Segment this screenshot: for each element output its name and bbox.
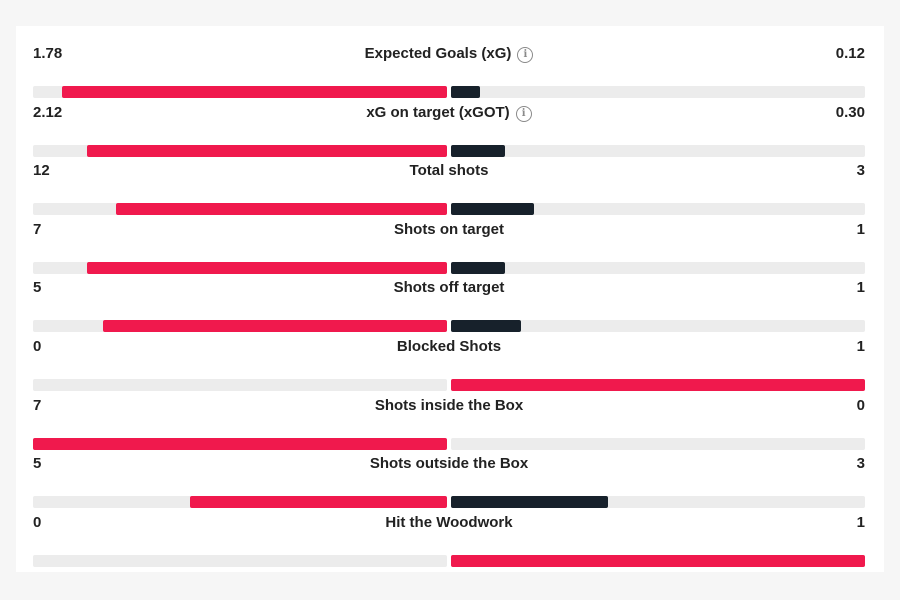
home-bar-track <box>33 379 447 391</box>
stat-label: Expected Goals (xG) i <box>33 44 865 64</box>
stat-label-text: Shots on target <box>393 220 504 238</box>
stat-label-text: Expected Goals (xG) <box>364 45 512 62</box>
home-value: 7 <box>33 396 42 414</box>
away-value: 1 <box>856 279 865 297</box>
stat-label-text: xG on target (xGOT) <box>366 103 510 121</box>
home-bar-track <box>33 203 447 216</box>
home-bar-track <box>33 86 447 98</box>
home-bar <box>87 144 447 157</box>
away-value: 0 <box>856 396 865 414</box>
stat-label-text: Shots inside the Box <box>374 396 524 414</box>
home-value: 12 <box>33 162 50 180</box>
home-bar-track <box>33 554 447 567</box>
stat-label: Shots off target <box>33 278 865 298</box>
home-value: 1.78 <box>33 45 63 62</box>
home-bar-track <box>33 320 447 333</box>
home-value: 7 <box>33 220 42 238</box>
home-bar-track <box>33 261 447 274</box>
away-value: 1 <box>856 338 865 355</box>
away-bar <box>451 379 865 391</box>
home-bar <box>116 203 447 216</box>
away-bar-track <box>451 379 865 391</box>
home-bar <box>33 437 447 450</box>
stat-label-text: Blocked Shots <box>396 338 502 355</box>
stat-row-hit-the-woodwork: 0 Hit the Woodwork 1 <box>33 513 865 567</box>
home-bar <box>62 86 447 98</box>
stat-row-expected-goals-xg: 1.78 Expected Goals (xG) i 0.12 <box>33 44 865 98</box>
stat-row-blocked-shots: 0 Blocked Shots 1 <box>33 337 865 391</box>
away-bar <box>451 203 534 216</box>
away-bar <box>451 554 865 567</box>
away-bar <box>451 86 480 98</box>
home-bar <box>190 496 447 509</box>
home-bar-track <box>33 496 447 509</box>
away-bar-track <box>451 496 865 509</box>
stat-row-total-shots: 12 Total shots 3 <box>33 161 865 216</box>
away-value: 1 <box>856 220 865 238</box>
stat-row-xg-on-target-xgot: 2.12 xG on target (xGOT) i 0.30 <box>33 103 865 157</box>
stat-row-shots-off-target: 5 Shots off target 1 <box>33 278 865 333</box>
stat-label: Shots inside the Box <box>33 396 865 416</box>
away-bar-track <box>451 554 865 567</box>
stat-label-text: Shots off target <box>393 279 505 297</box>
away-bar <box>451 496 608 509</box>
home-bar-track <box>33 144 447 157</box>
away-bar <box>451 144 505 157</box>
away-value: 0.12 <box>835 45 865 62</box>
away-bar-track <box>451 320 865 333</box>
away-bar-track <box>451 437 865 450</box>
away-bar-track <box>451 144 865 157</box>
stats-card: 1.78 Expected Goals (xG) i 0.12 2.12 xG on ta… <box>16 26 884 572</box>
stat-label: Total shots <box>33 161 865 181</box>
stat-label-text: Shots outside the Box <box>369 455 529 473</box>
stat-label: xG on target (xGOT) i <box>33 103 865 123</box>
home-value: 2.12 <box>33 103 63 121</box>
home-bar <box>103 320 447 333</box>
stat-label-text: Hit the Woodwork <box>385 513 513 531</box>
home-bar-track <box>33 437 447 450</box>
home-bar <box>87 261 447 274</box>
stat-label-text: Total shots <box>409 162 489 180</box>
away-bar <box>451 320 521 333</box>
away-value: 1 <box>856 513 865 531</box>
away-value: 0.30 <box>835 103 865 121</box>
away-bar <box>451 261 505 274</box>
away-value: 3 <box>856 162 865 180</box>
stat-label: Blocked Shots <box>33 337 865 357</box>
stat-row-shots-on-target: 7 Shots on target 1 <box>33 220 865 274</box>
home-value: 5 <box>33 279 42 297</box>
away-value: 3 <box>856 455 865 473</box>
info-icon[interactable]: i <box>515 105 532 122</box>
home-value: 5 <box>33 455 42 473</box>
home-value: 0 <box>33 338 42 355</box>
away-bar-track <box>451 203 865 216</box>
stat-label: Shots outside the Box <box>33 454 865 474</box>
away-bar-track <box>451 86 865 98</box>
stat-label: Hit the Woodwork <box>33 513 865 533</box>
stat-label: Shots on target <box>33 220 865 240</box>
away-bar-track <box>451 261 865 274</box>
stat-row-shots-inside-the-box: 7 Shots inside the Box 0 <box>33 396 865 450</box>
info-icon[interactable]: i <box>517 47 534 63</box>
home-value: 0 <box>33 513 42 531</box>
stat-row-shots-outside-the-box: 5 Shots outside the Box 3 <box>33 454 865 509</box>
